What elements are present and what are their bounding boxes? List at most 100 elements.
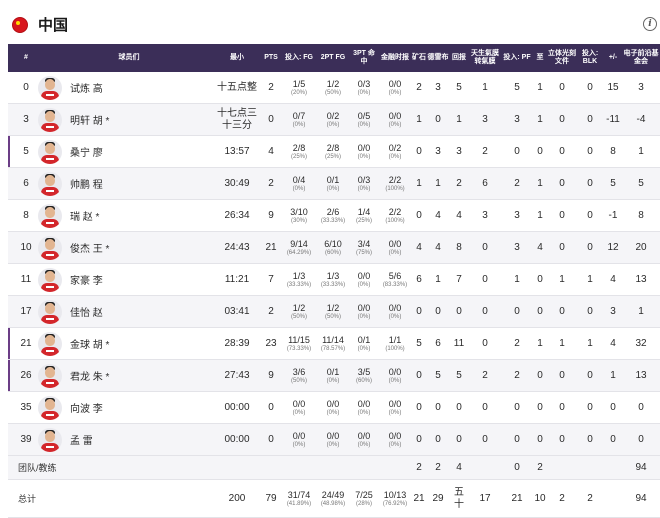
player-dreb: 1	[435, 274, 441, 285]
player-name[interactable]: 向波 李	[70, 404, 103, 415]
player-number: 26	[20, 370, 32, 381]
player-name[interactable]: 君龙 朱 *	[70, 372, 110, 383]
player-name[interactable]: 明轩 胡 *	[70, 116, 110, 127]
table-row[interactable]: 3 明轩 胡 * 十七点三十三分 0 0/7 (0%) 0/2 (0%) 0/5 (0%) 0/0(…	[8, 104, 660, 136]
col-stl[interactable]: 至	[536, 54, 544, 61]
col-to[interactable]: 立体光刻文件	[548, 50, 576, 65]
player-pts: 23	[265, 338, 277, 349]
player-pts: 0	[268, 434, 274, 445]
col-pts[interactable]: PTS	[264, 54, 278, 61]
col-oreb[interactable]: 矿石	[412, 54, 426, 61]
player-avatar[interactable]	[38, 236, 62, 260]
player-avatar[interactable]	[38, 300, 62, 324]
player-to: 0	[559, 178, 565, 189]
player-avatar[interactable]	[38, 108, 62, 132]
player-fg-pct: (20%)	[290, 89, 307, 96]
player-fg2: 1/2 (50%)	[316, 296, 350, 327]
player-name[interactable]: 孟 雷	[70, 436, 93, 447]
player-avatar[interactable]	[38, 428, 62, 452]
player-name[interactable]: 佳怡 赵	[70, 308, 103, 319]
player-fg3-made: 3/5	[357, 366, 371, 377]
player-fg-pct: (73.33%)	[286, 345, 312, 352]
player-name[interactable]: 金球 胡 *	[70, 340, 110, 351]
col-pf[interactable]: 投入: PF	[503, 54, 531, 61]
col-number[interactable]: #	[24, 54, 28, 61]
player-avatar[interactable]	[38, 204, 62, 228]
player-number: 21	[20, 338, 32, 349]
player-oreb: 0	[416, 146, 422, 157]
total-fg: 31/74 (41.89%)	[282, 480, 316, 517]
info-icon[interactable]: i	[643, 17, 657, 31]
table-row[interactable]: 0 试炼 高十五点整 2 1/5 (20%) 1/2 (50%) 0/3 (0%) 0/0 (0%)…	[8, 72, 660, 104]
col-minutes[interactable]: 最小	[230, 54, 244, 61]
player-avatar[interactable]	[38, 364, 62, 388]
col-eff[interactable]: 电子前沿基金会	[623, 50, 659, 65]
table-row[interactable]: 21 金球 胡 * 28:39 23 11/15 (73.33%) 11/14 (78.57%…	[8, 328, 660, 360]
player-pts: 9	[268, 370, 274, 381]
player-dreb: 0	[435, 434, 441, 445]
table-row[interactable]: 11 家豪 李 11:21 7 1/3 (33.33%) 1/3 (33.33%) 0/0 (0%…	[8, 264, 660, 296]
player-ft-made: 2/2	[388, 174, 402, 185]
table-row[interactable]: 6 帅鹏 程 30:49 2 0/4 (0%) 0/1 (0%) 0/3 (0%) 2/2 (100%…	[8, 168, 660, 200]
player-ast: 0	[482, 402, 488, 413]
player-reb: 0	[456, 402, 462, 413]
table-row[interactable]: 10 俊杰 王 * 24:43 21 9/14 (64.29%) 6/10 (60%) 3/4(…	[8, 232, 660, 264]
player-ast: 1	[482, 82, 488, 93]
table-row[interactable]: 17 佳怡 赵 03:41 2 1/2 (50%) 1/2 (50%) 0/0 (0%) 0/0 (0…	[8, 296, 660, 328]
player-avatar[interactable]	[38, 76, 62, 100]
player-dreb: 4	[435, 242, 441, 253]
player-to: 0	[559, 306, 565, 317]
player-avatar[interactable]	[38, 268, 62, 292]
table-row[interactable]: 5 桑宁 廖 13:57 4 2/8 (25%) 2/8 (25%) 0/0 (0%) 0/2 (0%…	[8, 136, 660, 168]
player-fg: 0/0 (0%)	[282, 424, 316, 455]
total-reb: 五十	[454, 486, 464, 510]
col-fg3[interactable]: 3PT 命中	[353, 50, 375, 65]
col-ft[interactable]: 金融时报	[381, 54, 409, 61]
player-fg: 3/10 (30%)	[282, 200, 316, 231]
table-row[interactable]: 35 向波 李 00:00 0 0/0 (0%) 0/0 (0%) 0/0 (0%) 0/0 (0%)…	[8, 392, 660, 424]
player-name[interactable]: 俊杰 王 *	[70, 244, 110, 255]
player-avatar[interactable]	[38, 332, 62, 356]
player-fg2: 0/0 (0%)	[316, 424, 350, 455]
player-reb: 0	[456, 306, 462, 317]
player-name[interactable]: 帅鹏 程	[70, 180, 103, 191]
player-stl: 0	[537, 274, 543, 285]
col-player[interactable]: 球员们	[118, 54, 140, 61]
table-row[interactable]: 39 孟 雷 00:00 0 0/0 (0%) 0/0 (0%) 0/0 (0%) 0/0 (0%) 0…	[8, 424, 660, 456]
player-fg2-made: 0/0	[326, 398, 340, 409]
player-fg3-pct: (0%)	[357, 345, 371, 352]
player-blk: 1	[587, 338, 593, 349]
player-fg3: 0/0 (0%)	[350, 392, 378, 423]
table-row[interactable]: 26 君龙 朱 * 27:43 9 3/6 (50%) 0/1 (0%) 3/5 (60%) 0/0…	[8, 360, 660, 392]
player-avatar[interactable]	[38, 172, 62, 196]
player-avatar[interactable]	[38, 396, 62, 420]
player-name[interactable]: 瑞 赵 *	[70, 212, 100, 223]
col-fg2[interactable]: 2PT FG	[320, 54, 346, 61]
player-avatar[interactable]	[38, 140, 62, 164]
col-plusminus[interactable]: +/-	[608, 54, 618, 61]
player-blk: 0	[587, 210, 593, 221]
player-fg-pct: (0%)	[292, 441, 306, 448]
player-number: 0	[23, 82, 29, 93]
col-fg[interactable]: 投入: FG	[285, 54, 313, 61]
col-reb[interactable]: 回报	[452, 54, 466, 61]
player-fg2-pct: (0%)	[326, 441, 340, 448]
player-fg3: 0/1 (0%)	[350, 328, 378, 359]
player-ft-pct: (0%)	[388, 377, 402, 384]
team-name: 中国	[38, 17, 69, 34]
player-name[interactable]: 桑宁 廖	[70, 148, 103, 159]
player-oreb: 5	[416, 338, 422, 349]
col-blk[interactable]: 投入: BLK	[581, 50, 599, 65]
col-ast[interactable]: 天生氣膜转氣膜	[471, 50, 499, 65]
player-fg2: 0/0 (0%)	[316, 392, 350, 423]
player-name[interactable]: 试炼 高	[70, 84, 103, 95]
player-name[interactable]: 家豪 李	[70, 276, 103, 287]
player-eff: 3	[638, 82, 644, 93]
col-dreb[interactable]: 德雷布	[427, 54, 449, 61]
player-fg2-pct: (0%)	[326, 377, 340, 384]
player-pf: 5	[514, 82, 520, 93]
player-number: 17	[20, 306, 32, 317]
total-fg3-made: 7/25	[355, 489, 373, 500]
player-pts: 0	[268, 402, 274, 413]
